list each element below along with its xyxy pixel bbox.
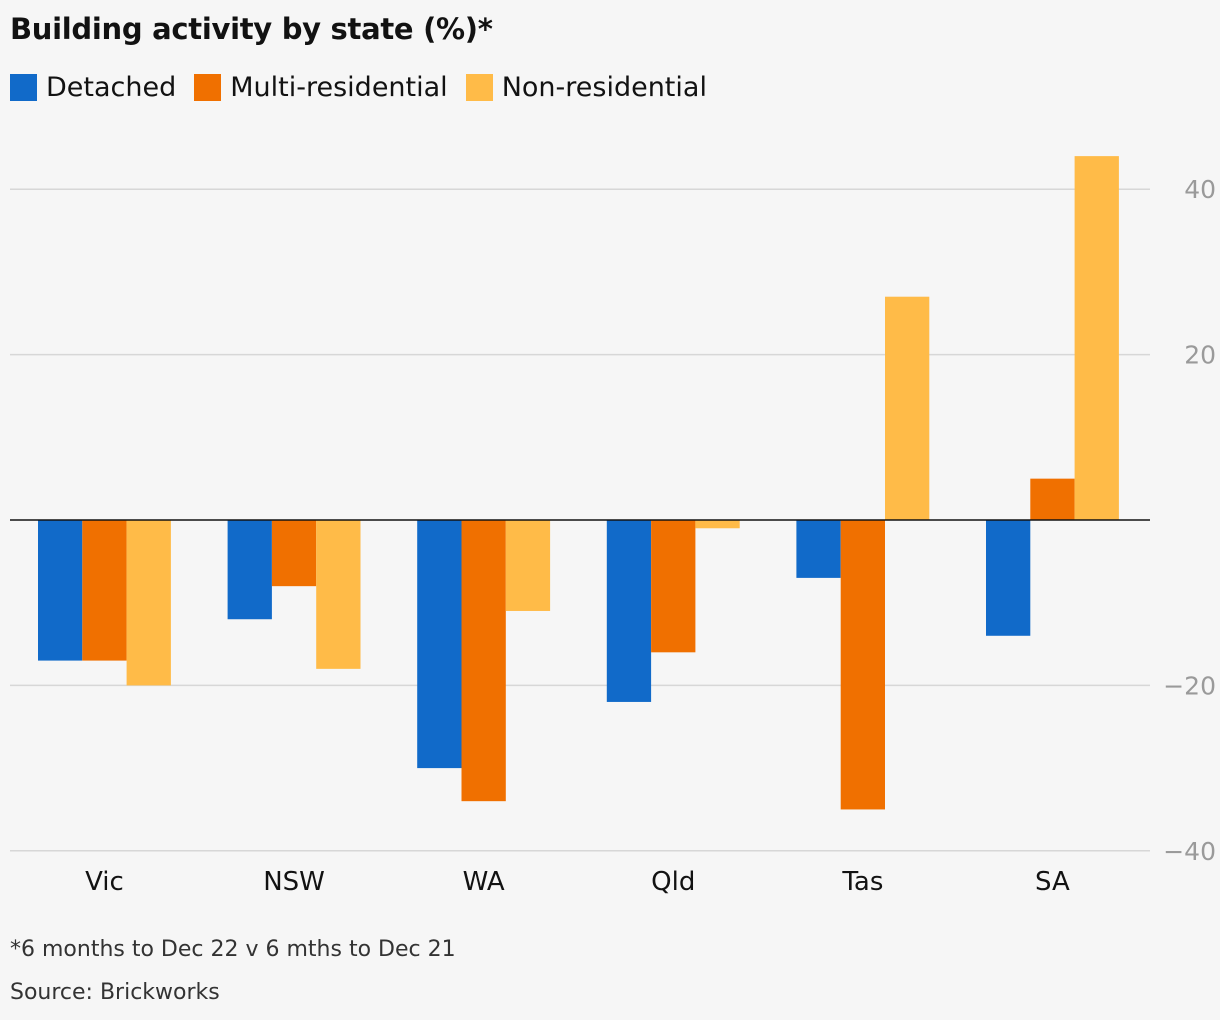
y-tick-label: −20 xyxy=(1163,671,1216,700)
legend-item-detached: Detached xyxy=(10,72,176,103)
bar-non-residential-sa xyxy=(1074,156,1119,520)
y-tick-label: 40 xyxy=(1184,175,1216,204)
bar-detached-qld xyxy=(606,520,652,702)
x-tick-label: Qld xyxy=(651,867,695,897)
bar-non-residential-nsw xyxy=(316,520,361,669)
source-note: Source: Brickworks xyxy=(10,980,220,1005)
bar-multi-residential-qld xyxy=(651,520,696,653)
bar-detached-wa xyxy=(417,520,462,769)
legend-item-non-residential: Non-residential xyxy=(465,72,707,103)
x-tick-label: Tas xyxy=(841,867,883,897)
bar-detached-nsw xyxy=(227,520,272,620)
chart-title: Building activity by state (%)* xyxy=(10,12,493,46)
x-tick-label: WA xyxy=(463,867,505,897)
bar-non-residential-vic xyxy=(126,520,171,686)
legend: Detached Multi-residential Non-residenti… xyxy=(10,72,725,103)
bar-non-residential-tas xyxy=(885,296,930,520)
bar-multi-residential-wa xyxy=(461,520,506,802)
bar-multi-residential-nsw xyxy=(271,520,317,587)
legend-label-non-residential: Non-residential xyxy=(501,72,707,103)
legend-swatch-detached xyxy=(10,74,37,101)
footnote: *6 months to Dec 22 v 6 mths to Dec 21 xyxy=(10,937,456,962)
y-tick-label: 20 xyxy=(1184,341,1216,370)
bar-multi-residential-vic xyxy=(82,520,127,661)
bar-multi-residential-tas xyxy=(840,520,885,810)
bar-multi-residential-sa xyxy=(1030,478,1075,520)
bar-detached-tas xyxy=(796,520,841,578)
x-tick-label: SA xyxy=(1035,867,1070,897)
bar-detached-vic xyxy=(38,520,83,661)
x-tick-label: Vic xyxy=(85,867,124,897)
bar-detached-sa xyxy=(986,520,1031,636)
legend-label-detached: Detached xyxy=(46,72,177,103)
bar-non-residential-wa xyxy=(505,520,551,611)
legend-swatch-multi-residential xyxy=(194,74,222,101)
legend-label-multi-residential: Multi-residential xyxy=(230,72,448,103)
x-tick-label: NSW xyxy=(263,867,325,897)
bar-chart: 40 20 −20 −40 Vic NSW WA Qld Tas SA xyxy=(10,156,1216,897)
legend-swatch-non-residential xyxy=(465,74,493,101)
bar-non-residential-qld xyxy=(695,520,740,529)
y-tick-label: −40 xyxy=(1163,837,1216,866)
legend-item-multi-residential: Multi-residential xyxy=(194,72,448,103)
